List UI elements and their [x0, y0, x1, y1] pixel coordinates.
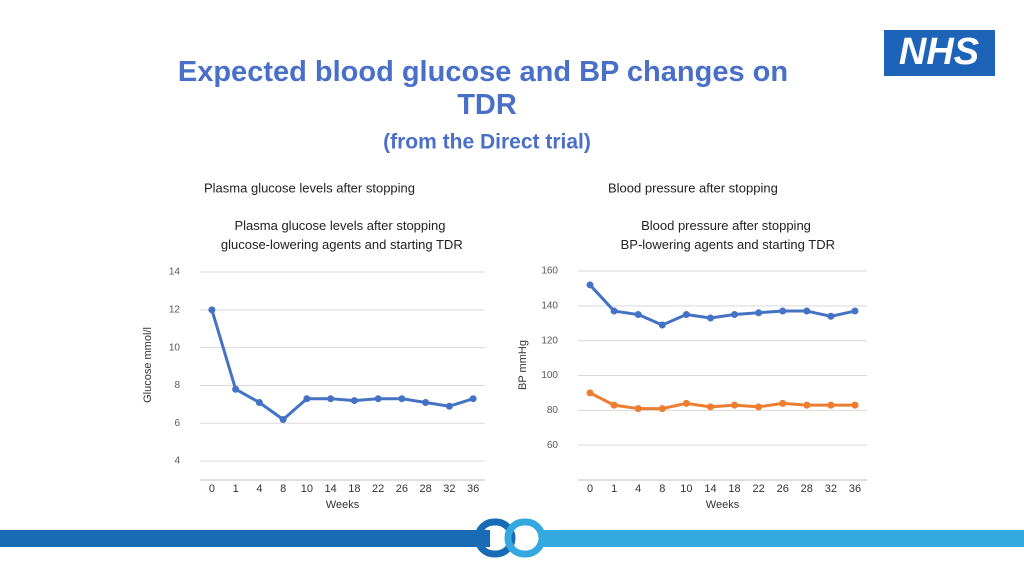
- x-tick-label: 18: [728, 483, 740, 495]
- data-point: [634, 405, 642, 413]
- y-tick-label: 10: [169, 342, 181, 353]
- data-point: [851, 401, 859, 409]
- x-tick-label: 4: [635, 483, 641, 495]
- data-point: [634, 311, 642, 319]
- y-axis-label: BP mmHg: [517, 340, 529, 390]
- data-line: [210, 309, 474, 421]
- y-tick-label: 60: [547, 440, 559, 451]
- y-tick-label: 120: [541, 335, 558, 346]
- data-point: [610, 307, 618, 315]
- data-point: [208, 306, 216, 314]
- x-tick-label: 28: [801, 483, 813, 495]
- data-point: [755, 403, 763, 411]
- y-tick-label: 4: [174, 456, 180, 467]
- data-point: [422, 398, 430, 406]
- data-point: [610, 401, 618, 409]
- x-tick-label: 10: [301, 483, 313, 495]
- footer-band: [540, 530, 1024, 547]
- y-tick-label: 160: [541, 266, 558, 277]
- x-tick-label: 0: [209, 483, 215, 495]
- data-point: [851, 307, 859, 315]
- x-tick-label: 32: [825, 483, 837, 495]
- data-line: [589, 391, 855, 411]
- data-point: [303, 395, 311, 403]
- x-tick-label: 1: [233, 483, 239, 495]
- data-point: [731, 401, 739, 409]
- logo: NHS: [899, 31, 979, 73]
- x-tick-label: 22: [372, 483, 384, 495]
- data-point: [445, 402, 453, 410]
- chart-title: Plasma glucose levels after stopping glu…: [217, 218, 462, 252]
- y-axis-label: Glucose mmol/l: [142, 327, 154, 403]
- data-point: [586, 389, 594, 397]
- data-point: [232, 385, 240, 393]
- footer-band: [0, 530, 490, 547]
- link-icon: [504, 518, 546, 558]
- data-point: [682, 399, 690, 407]
- x-tick-label: 28: [420, 483, 432, 495]
- data-point: [779, 399, 787, 407]
- x-tick-label: 0: [587, 483, 593, 495]
- link-icon: [474, 518, 516, 558]
- chart-title: Blood pressure after stopping BP-lowerin…: [617, 218, 835, 252]
- y-tick-label: 8: [174, 380, 180, 391]
- x-tick-label: 18: [348, 483, 360, 495]
- chart-heading: Blood pressure after stopping: [608, 180, 778, 195]
- y-tick-label: 140: [541, 300, 558, 311]
- data-point: [374, 395, 382, 403]
- data-point: [803, 307, 811, 315]
- y-tick-label: 80: [547, 405, 559, 416]
- data-point: [682, 311, 690, 319]
- data-point: [706, 314, 714, 322]
- data-point: [658, 405, 666, 413]
- logo-box: [884, 30, 995, 76]
- x-axis-label: Weeks: [326, 499, 360, 511]
- y-tick-label: 12: [169, 304, 181, 315]
- data-point: [731, 311, 739, 319]
- data-point: [803, 401, 811, 409]
- x-tick-label: 10: [680, 483, 692, 495]
- data-point: [658, 321, 666, 329]
- y-tick-label: 14: [169, 267, 181, 278]
- x-tick-label: 22: [753, 483, 765, 495]
- data-point: [586, 281, 594, 289]
- x-tick-label: 36: [849, 483, 861, 495]
- x-tick-label: 8: [659, 483, 665, 495]
- data-point: [779, 307, 787, 315]
- data-point: [706, 403, 714, 411]
- x-tick-label: 26: [396, 483, 408, 495]
- x-tick-label: 26: [777, 483, 789, 495]
- y-tick-label: 6: [174, 418, 180, 429]
- x-tick-label: 14: [325, 483, 337, 495]
- slide-subtitle: (from the Direct trial): [383, 131, 591, 154]
- slide-title: Expected blood glucose and BP changes on…: [178, 56, 796, 121]
- data-point: [827, 401, 835, 409]
- data-point: [327, 395, 335, 403]
- data-point: [469, 395, 477, 403]
- x-tick-label: 8: [280, 483, 286, 495]
- x-axis-label: Weeks: [706, 499, 740, 511]
- data-point: [350, 397, 358, 405]
- data-point: [279, 415, 287, 423]
- x-tick-label: 1: [611, 483, 617, 495]
- data-point: [755, 309, 763, 317]
- x-tick-label: 32: [443, 483, 455, 495]
- x-tick-label: 36: [467, 483, 479, 495]
- data-point: [827, 312, 835, 320]
- data-point: [255, 398, 263, 406]
- data-line: [588, 283, 856, 327]
- x-tick-label: 4: [256, 483, 262, 495]
- x-tick-label: 14: [704, 483, 716, 495]
- chart-heading: Plasma glucose levels after stopping: [204, 180, 415, 195]
- data-point: [398, 395, 406, 403]
- y-tick-label: 100: [541, 370, 558, 381]
